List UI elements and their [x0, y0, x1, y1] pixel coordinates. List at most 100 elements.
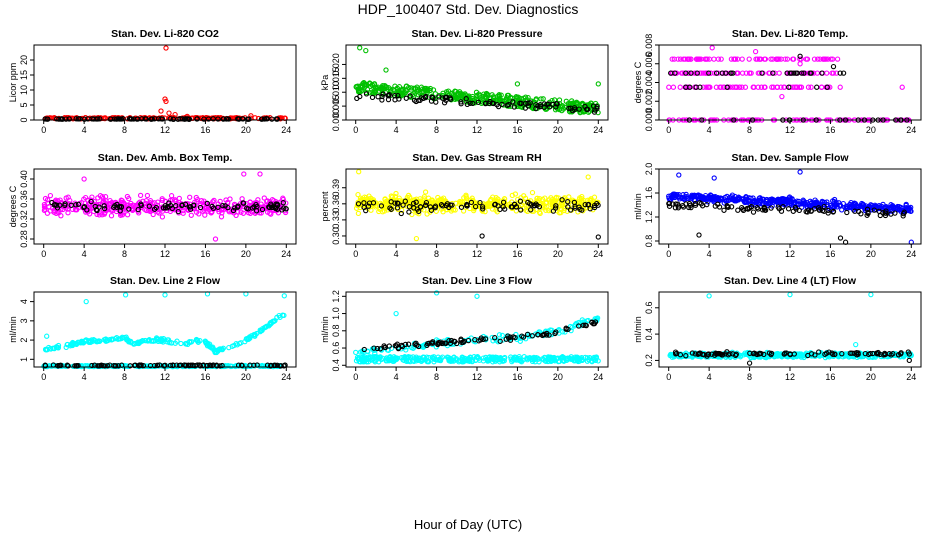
- data-point: [142, 200, 149, 207]
- data-point: [44, 333, 50, 339]
- data-point: [724, 84, 730, 90]
- data-point: [54, 205, 61, 211]
- y-axis-label: degrees C: [633, 61, 643, 103]
- y-axis-label: ml/min: [8, 316, 18, 343]
- data-point: [134, 116, 140, 122]
- data-point: [688, 70, 694, 76]
- data-point: [269, 197, 276, 203]
- data-point: [591, 194, 598, 200]
- data-point: [837, 84, 843, 90]
- data-point: [268, 211, 274, 217]
- x-tick-label: 4: [394, 125, 399, 135]
- data-point: [81, 204, 87, 211]
- data-point: [130, 116, 137, 122]
- data-point: [550, 208, 557, 214]
- data-point: [768, 56, 774, 62]
- data-point: [118, 197, 124, 203]
- data-point: [475, 99, 481, 105]
- data-point: [815, 56, 821, 62]
- data-point: [91, 116, 97, 122]
- data-point: [160, 205, 167, 211]
- y-tick-label: 0.40: [19, 170, 29, 188]
- data-point: [852, 202, 858, 208]
- data-point: [523, 100, 529, 106]
- data-point: [819, 70, 825, 76]
- x-tick-label: 0: [353, 249, 358, 259]
- data-point: [176, 195, 182, 202]
- data-point: [693, 84, 699, 90]
- data-point: [232, 205, 238, 211]
- y-tick-label: 0.002: [644, 90, 654, 113]
- y-axis-label: ml/min: [633, 316, 643, 343]
- data-point: [438, 202, 445, 208]
- data-point: [280, 196, 286, 203]
- data-point: [715, 196, 722, 202]
- y-tick-label: 0.8: [331, 325, 341, 338]
- data-point: [261, 195, 267, 201]
- y-tick-label: 0.30: [331, 227, 341, 245]
- data-point: [280, 200, 286, 206]
- data-point: [579, 100, 585, 107]
- data-point: [68, 202, 74, 208]
- data-point: [718, 56, 724, 62]
- data-point: [95, 195, 101, 201]
- data-point: [513, 204, 520, 210]
- data-point: [585, 202, 591, 208]
- data-point: [159, 197, 165, 204]
- data-point: [440, 90, 446, 96]
- data-point: [220, 116, 226, 122]
- data-point: [188, 212, 194, 218]
- data-point: [393, 310, 399, 317]
- data-point: [807, 70, 813, 76]
- y-tick-label: 0.6: [331, 342, 341, 355]
- data-point: [118, 211, 124, 217]
- data-point: [479, 204, 486, 210]
- data-point: [42, 203, 48, 209]
- data-point: [215, 204, 221, 210]
- data-point: [755, 206, 761, 212]
- data-point: [354, 95, 360, 102]
- y-tick-label: 1.6: [644, 187, 654, 200]
- x-tick-label: 4: [394, 372, 399, 382]
- data-point: [159, 214, 166, 220]
- x-tick-label: 4: [707, 249, 712, 259]
- data-point: [398, 210, 404, 217]
- data-point: [839, 207, 845, 213]
- data-point: [683, 84, 689, 90]
- data-point: [514, 81, 521, 87]
- x-tick-label: 24: [593, 125, 603, 135]
- data-point: [47, 208, 54, 214]
- data-point: [784, 56, 791, 62]
- y-axis-label: degrees C: [8, 185, 18, 227]
- data-point: [42, 116, 48, 122]
- data-point: [149, 200, 155, 207]
- x-tick-label: 20: [241, 125, 251, 135]
- data-point: [212, 236, 219, 242]
- data-point: [684, 56, 691, 62]
- data-point: [246, 116, 252, 122]
- data-point: [447, 95, 453, 101]
- data-point: [54, 202, 60, 208]
- data-point: [823, 56, 829, 62]
- data-point: [458, 99, 464, 105]
- data-point: [675, 205, 682, 211]
- x-tick-label: 16: [512, 372, 522, 382]
- data-point: [787, 291, 793, 298]
- x-tick-label: 20: [866, 372, 876, 382]
- data-point: [837, 235, 844, 241]
- data-point: [477, 93, 483, 99]
- data-point: [383, 198, 389, 205]
- panel-4: Stan. Dev. Amb. Box Temp.0 4 8 12 16 20 240.28…: [8, 152, 297, 259]
- data-points: [353, 290, 601, 365]
- data-point: [227, 196, 233, 202]
- data-point: [468, 199, 475, 206]
- y-axis-label: kPa: [320, 75, 330, 91]
- y-tick-label: 0.2: [644, 354, 654, 367]
- data-point: [255, 197, 261, 203]
- data-point: [553, 104, 559, 110]
- data-point: [85, 116, 91, 122]
- data-point: [758, 84, 765, 90]
- data-point: [406, 204, 413, 210]
